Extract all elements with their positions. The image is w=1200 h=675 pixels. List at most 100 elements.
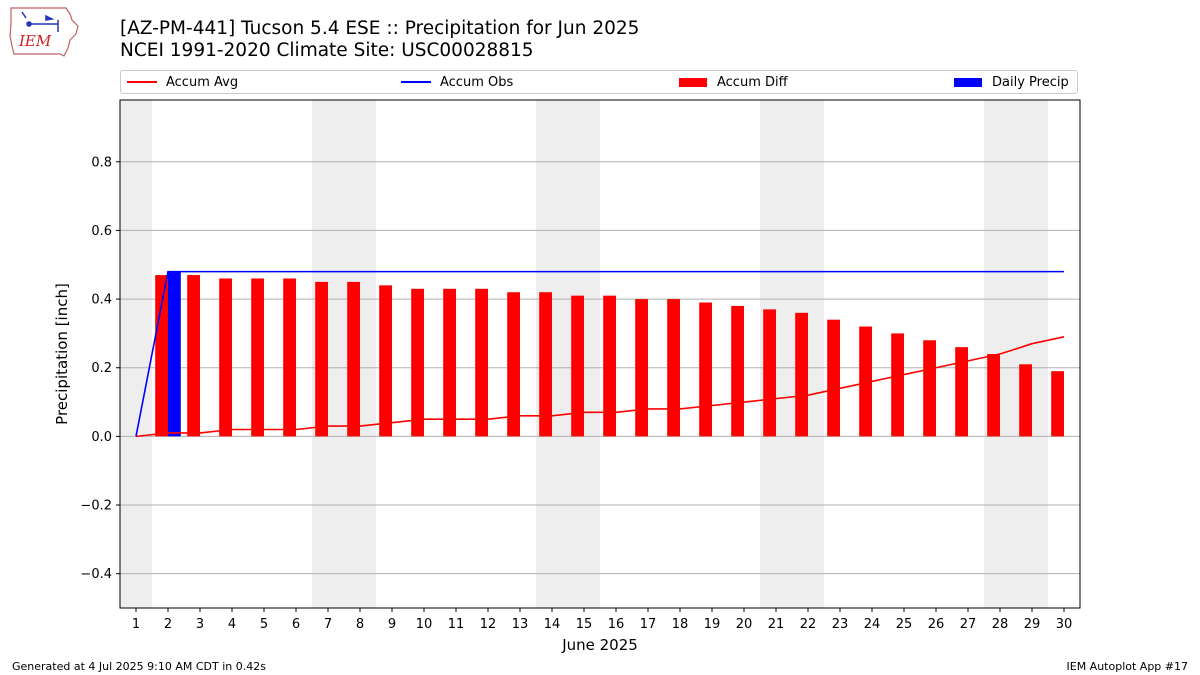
accum-diff-bar: [699, 302, 712, 437]
accum-diff-bar: [379, 285, 392, 437]
accum-diff-bar: [1019, 364, 1032, 437]
accum-diff-bar: [1051, 371, 1064, 437]
y-tick-label: −0.2: [80, 499, 112, 514]
app-label: IEM Autoplot App #17: [1066, 660, 1189, 673]
legend-swatch-line-blue: [401, 81, 431, 83]
y-axis-label: Precipitation [inch]: [53, 283, 71, 425]
accum-diff-bar: [827, 319, 840, 437]
accum-diff-bar: [859, 326, 872, 437]
accum-diff-bar: [347, 281, 360, 437]
accum-diff-bar: [155, 275, 168, 437]
weekend-shade-day-29: [1016, 100, 1048, 608]
accum-diff-bar: [763, 309, 776, 437]
legend-item-daily-precip: Daily Precip: [954, 71, 1069, 93]
legend-item-accum-avg: Accum Avg: [127, 71, 238, 93]
accum-diff-bar: [315, 281, 328, 437]
grid-lines: [120, 161, 1080, 575]
legend-label: Daily Precip: [992, 74, 1069, 90]
y-tick-label: 0.0: [91, 430, 112, 445]
x-tick-label: 5: [260, 617, 268, 632]
legend-label: Accum Obs: [440, 74, 514, 90]
x-tick-label: 19: [704, 617, 721, 632]
axes: −0.4−0.20.00.20.40.60.81 2 3 4 5 6 7 8 9 10 11 12 13…: [80, 99, 1081, 632]
legend-swatch-bar-red: [679, 77, 707, 87]
x-tick-label: 2: [164, 617, 172, 632]
x-tick-label: 6: [292, 617, 300, 632]
accum-diff-bar: [635, 299, 648, 437]
chart-subtitle: NCEI 1991-2020 Climate Site: USC00028815: [120, 40, 534, 61]
x-tick-label: 29: [1024, 617, 1041, 632]
x-tick-label: 10: [416, 617, 433, 632]
x-axis-label: June 2025: [561, 636, 638, 654]
accum-diff-bar: [731, 305, 744, 437]
accum-diff-bar: [539, 292, 552, 437]
legend-label: Accum Avg: [166, 74, 239, 90]
x-tick-label: 28: [992, 617, 1009, 632]
accum-obs-line: [135, 270, 1064, 437]
bars: [155, 271, 1064, 437]
x-tick-label: 18: [672, 617, 689, 632]
accum-diff-bar: [955, 347, 968, 437]
accum-diff-bar: [795, 312, 808, 437]
accum-diff-bar: [923, 340, 936, 437]
x-tick-label: 8: [356, 617, 364, 632]
x-tick-label: 21: [768, 617, 785, 632]
series-lines: [135, 270, 1065, 438]
x-tick-label: 11: [448, 617, 465, 632]
accum-diff-bar: [475, 288, 488, 437]
iowa-outline-shape: [9, 7, 79, 57]
x-tick-label: 13: [512, 617, 529, 632]
weekend-shade-day-1: [120, 100, 152, 608]
plot-frame: [119, 99, 1081, 609]
y-tick-label: 0.4: [91, 293, 112, 308]
accum-diff-bar: [443, 288, 456, 437]
accum-diff-bar: [987, 354, 1000, 437]
legend-swatch-bar-blue: [954, 77, 982, 87]
accum-diff-bar: [283, 278, 296, 437]
accum-diff-bar: [603, 295, 616, 437]
accum-diff-bar: [251, 278, 264, 437]
legend-swatch-line-red: [127, 81, 157, 83]
accum-diff-bar: [571, 295, 584, 437]
y-tick-label: −0.4: [80, 567, 112, 582]
x-tick-label: 9: [388, 617, 396, 632]
chart-legend: Accum Avg Accum Obs Accum Diff Daily Pre…: [120, 70, 1078, 94]
x-tick-label: 15: [576, 617, 593, 632]
x-tick-label: 23: [832, 617, 849, 632]
accum-diff-bar: [187, 275, 200, 437]
accum-diff-bar: [411, 288, 424, 437]
y-tick-label: 0.6: [91, 224, 112, 239]
accum-diff-bar: [891, 333, 904, 437]
x-tick-label: 26: [928, 617, 945, 632]
x-tick-label: 30: [1056, 617, 1073, 632]
daily-precip-bar: [168, 271, 181, 437]
y-tick-label: 0.2: [91, 361, 112, 376]
y-tick-label: 0.8: [91, 155, 112, 170]
x-tick-label: 3: [196, 617, 204, 632]
x-tick-label: 24: [864, 617, 881, 632]
x-tick-label: 22: [800, 617, 817, 632]
legend-label: Accum Diff: [717, 74, 788, 90]
x-tick-label: 1: [132, 617, 140, 632]
x-tick-label: 20: [736, 617, 753, 632]
x-tick-label: 12: [480, 617, 497, 632]
x-tick-label: 27: [960, 617, 977, 632]
x-tick-label: 7: [324, 617, 332, 632]
x-tick-label: 17: [640, 617, 657, 632]
accum-diff-bar: [507, 292, 520, 437]
iem-logo: IEM: [9, 7, 79, 57]
x-tick-label: 4: [228, 617, 236, 632]
accum-avg-line: [135, 336, 1065, 438]
logo-text: IEM: [18, 32, 52, 50]
x-tick-label: 16: [608, 617, 625, 632]
weather-station-icon: [21, 11, 59, 32]
x-tick-label: 14: [544, 617, 561, 632]
accum-diff-bar: [219, 278, 232, 437]
chart-title: [AZ-PM-441] Tucson 5.4 ESE :: Precipitat…: [120, 18, 640, 39]
accum-diff-bar: [667, 299, 680, 437]
legend-item-accum-obs: Accum Obs: [401, 71, 513, 93]
x-tick-label: 25: [896, 617, 913, 632]
generated-timestamp: Generated at 4 Jul 2025 9:10 AM CDT in 0…: [12, 660, 266, 673]
legend-item-accum-diff: Accum Diff: [679, 71, 788, 93]
